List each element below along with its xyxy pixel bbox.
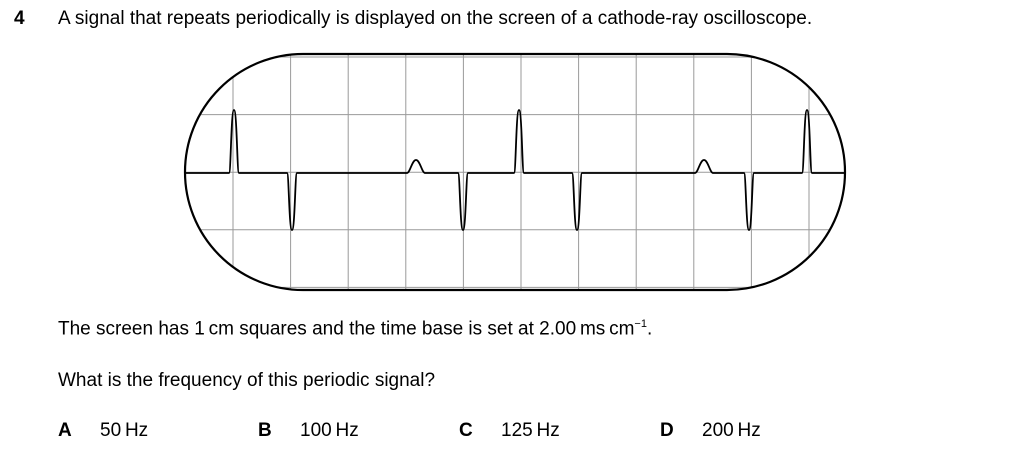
option-c-text: 125 Hz	[501, 420, 560, 441]
option-b-text: 100 Hz	[300, 420, 359, 441]
option-a-text: 50 Hz	[100, 420, 149, 441]
option-b-letter: B	[258, 420, 272, 441]
question-stem: A signal that repeats periodically is di…	[58, 8, 813, 29]
oscilloscope-screen	[183, 52, 847, 292]
option-c-letter: C	[459, 420, 473, 441]
option-d[interactable]: D 200 Hz	[660, 420, 761, 442]
option-a[interactable]: A 50 Hz	[58, 420, 148, 442]
screen-border	[183, 52, 847, 292]
screen-info-exponent: −1	[634, 318, 647, 330]
option-b[interactable]: B 100 Hz	[258, 420, 359, 442]
screen-info-text: The screen has 1 cm squares and the time…	[58, 318, 635, 340]
question-number: 4	[14, 8, 25, 29]
option-d-text: 200 Hz	[702, 420, 761, 441]
screen-grid	[185, 54, 845, 290]
signal-trace	[185, 109, 845, 231]
option-c[interactable]: C 125 Hz	[459, 420, 560, 442]
question-prompt: What is the frequency of this periodic s…	[58, 370, 436, 391]
option-d-letter: D	[660, 420, 674, 441]
screen-info-end: .	[646, 318, 653, 340]
screen-info: The screen has 1 cm squares and the time…	[58, 318, 652, 340]
option-a-letter: A	[58, 420, 72, 441]
